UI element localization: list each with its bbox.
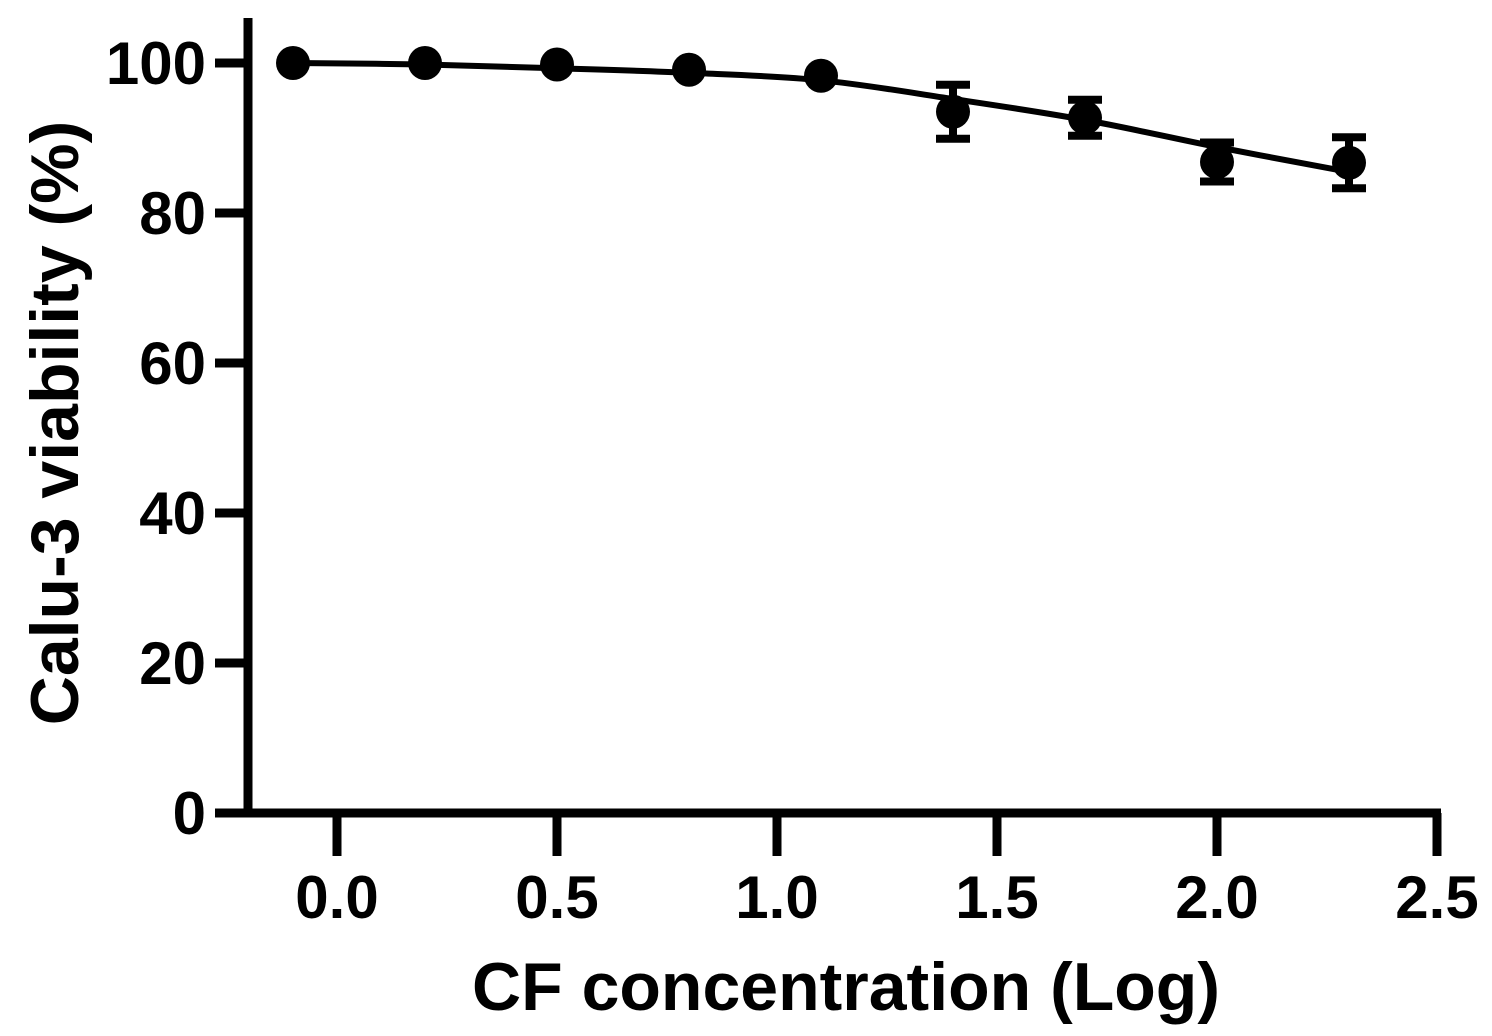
y-tick-label: 20 <box>139 630 206 697</box>
x-tick-label: 0.0 <box>295 864 378 931</box>
x-tick-label: 0.5 <box>515 864 598 931</box>
data-point-marker <box>1332 145 1366 180</box>
y-tick-label: 0 <box>173 780 206 847</box>
y-tick-label: 80 <box>139 180 206 247</box>
data-point-marker <box>672 52 706 87</box>
x-axis-title: CF concentration (Log) <box>472 949 1220 1025</box>
data-point-marker <box>276 46 310 80</box>
y-tick-label: 60 <box>139 330 206 397</box>
y-tick-label: 40 <box>139 480 206 547</box>
x-tick-label: 1.5 <box>955 864 1038 931</box>
data-point-marker <box>540 47 574 82</box>
y-tick-label: 100 <box>106 30 206 97</box>
data-point-marker <box>408 46 442 80</box>
data-point-marker <box>936 94 970 129</box>
x-tick-label: 1.0 <box>735 864 818 931</box>
y-axis-title: Calu-3 viability (%) <box>17 121 93 726</box>
data-point-marker <box>804 58 838 93</box>
data-point-marker <box>1068 100 1102 135</box>
x-tick-label: 2.0 <box>1175 864 1258 931</box>
data-point-marker <box>1200 145 1234 179</box>
x-tick-label: 2.5 <box>1395 864 1478 931</box>
